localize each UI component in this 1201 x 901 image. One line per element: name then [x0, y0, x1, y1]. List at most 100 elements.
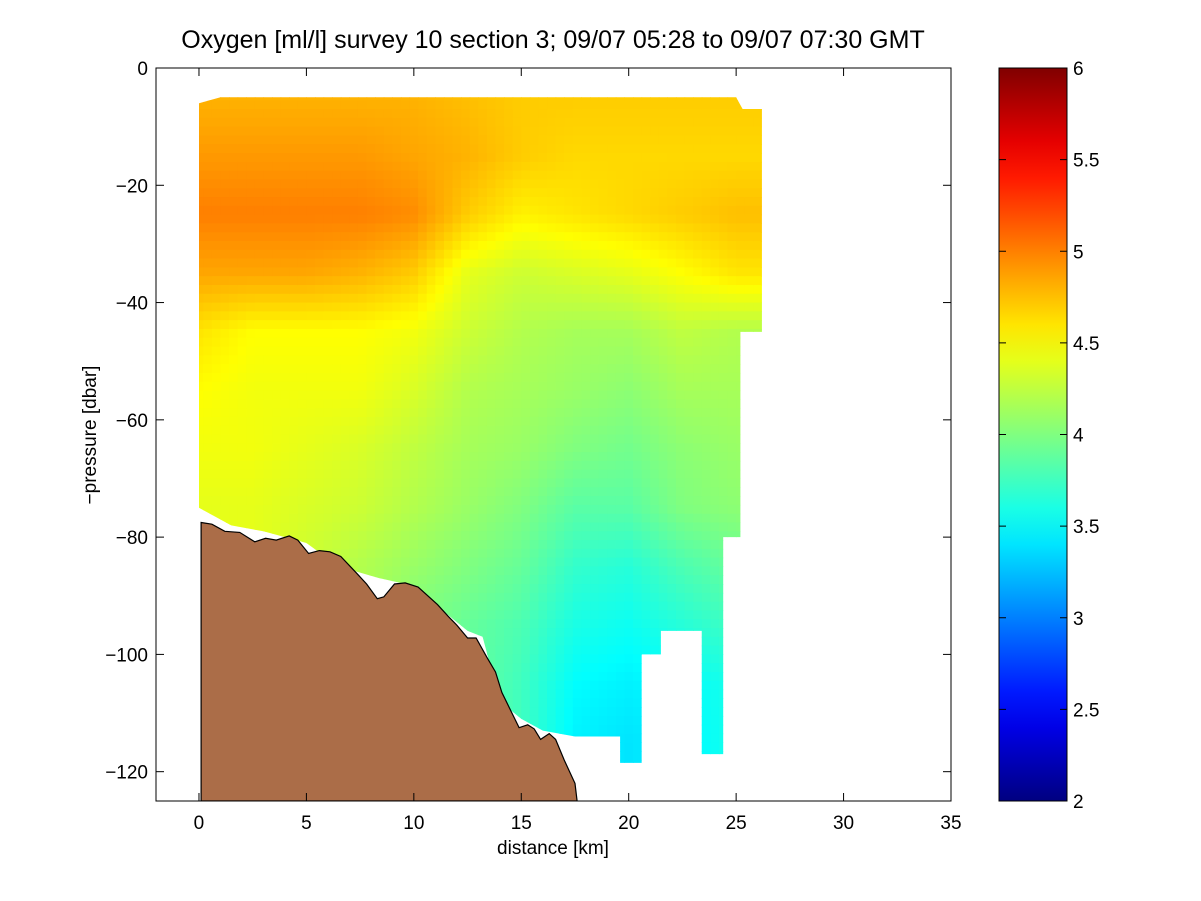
heatmap-cell [504, 381, 514, 392]
heatmap-cell [357, 232, 368, 242]
heatmap-cell [366, 293, 376, 304]
heatmap-cell [529, 540, 540, 550]
heatmap-cell [701, 372, 711, 383]
heatmap-cell [607, 584, 617, 594]
heatmap-cell [512, 311, 522, 321]
heatmap-cell [564, 645, 574, 655]
heatmap-cell [392, 531, 402, 541]
heatmap-cell [521, 390, 531, 400]
heatmap-cell [615, 276, 625, 286]
heatmap-cell [297, 460, 307, 471]
heatmap-cell [357, 416, 368, 427]
heatmap-cell [203, 311, 213, 321]
heatmap-cell [495, 214, 505, 224]
heatmap-cell [203, 355, 213, 365]
heatmap-cell [693, 619, 703, 629]
heatmap-cell [572, 214, 583, 224]
heatmap-cell [521, 109, 531, 119]
heatmap-cell [315, 126, 325, 137]
heatmap-cell [667, 328, 677, 339]
heatmap-cell [383, 126, 393, 137]
heatmap-cell [564, 311, 574, 321]
heatmap-cell [710, 293, 720, 304]
heatmap-cell [486, 654, 497, 664]
heatmap-cell [736, 126, 746, 137]
heatmap-cell [547, 197, 557, 207]
heatmap-cell [572, 117, 583, 128]
heatmap-cell [461, 513, 471, 524]
heatmap-cell [641, 258, 651, 268]
heatmap-cell [340, 399, 350, 409]
heatmap-cell [701, 671, 711, 682]
heatmap-cell [598, 144, 608, 154]
heatmap-cell [512, 355, 522, 365]
heatmap-cell [727, 232, 737, 242]
heatmap-cell [547, 469, 557, 480]
heatmap-cell [504, 302, 514, 312]
heatmap-cell [581, 205, 591, 216]
heatmap-cell [400, 170, 411, 181]
heatmap-cell [598, 293, 608, 304]
heatmap-cell [633, 636, 643, 647]
heatmap-cell [693, 540, 703, 550]
heatmap-cell [607, 469, 617, 480]
heatmap-cell [443, 249, 454, 260]
heatmap-cell [375, 522, 385, 532]
heatmap-cell [349, 170, 359, 181]
heatmap-cell [478, 460, 488, 471]
heatmap-cell [254, 390, 265, 400]
heatmap-cell [512, 214, 522, 224]
heatmap-cell [650, 258, 660, 268]
heatmap-cell [409, 161, 419, 172]
heatmap-cell [443, 425, 454, 436]
heatmap-cell [383, 557, 393, 568]
heatmap-cell [486, 284, 497, 295]
heatmap-cell [564, 663, 574, 673]
heatmap-cell [590, 188, 600, 198]
heatmap-cell [211, 188, 222, 198]
heatmap-cell [199, 258, 204, 268]
heatmap-cell [443, 364, 454, 374]
heatmap-cell [615, 469, 625, 480]
heatmap-cell [366, 399, 376, 409]
heatmap-cell [443, 592, 454, 603]
heatmap-cell [555, 557, 565, 568]
heatmap-cell [211, 293, 222, 304]
heatmap-cell [340, 161, 350, 172]
heatmap-cell [598, 478, 608, 488]
heatmap-cell [435, 390, 445, 400]
heatmap-cell [332, 161, 342, 172]
heatmap-cell [529, 698, 540, 708]
heatmap-cell [607, 372, 617, 383]
heatmap-cell [710, 504, 720, 515]
heatmap-cell [315, 496, 325, 506]
heatmap-cell [409, 109, 419, 119]
heatmap-cell [289, 109, 299, 119]
heatmap-cell [684, 346, 694, 356]
heatmap-cell [615, 557, 625, 568]
heatmap-cell [684, 249, 694, 260]
heatmap-cell [650, 364, 660, 374]
heatmap-cell [400, 513, 411, 524]
heatmap-cell [418, 170, 428, 181]
heatmap-cell [555, 284, 565, 295]
heatmap-cell [564, 522, 574, 532]
heatmap-cell [478, 214, 488, 224]
heatmap-cell [529, 337, 540, 348]
heatmap-cell [418, 214, 428, 224]
heatmap-cell [538, 724, 548, 735]
heatmap-cell [529, 197, 540, 207]
heatmap-cell [418, 443, 428, 453]
heatmap-cell [340, 267, 350, 277]
heatmap-cell [366, 284, 376, 295]
heatmap-cell [736, 223, 746, 233]
heatmap-cell [220, 460, 230, 471]
heatmap-cell [229, 161, 239, 172]
heatmap-cell [392, 232, 402, 242]
heatmap-cell [263, 161, 273, 172]
heatmap-cell [323, 328, 333, 339]
heatmap-cell [349, 188, 359, 198]
heatmap-cell [693, 584, 703, 594]
heatmap-cell [366, 249, 376, 260]
heatmap-cell [426, 364, 436, 374]
